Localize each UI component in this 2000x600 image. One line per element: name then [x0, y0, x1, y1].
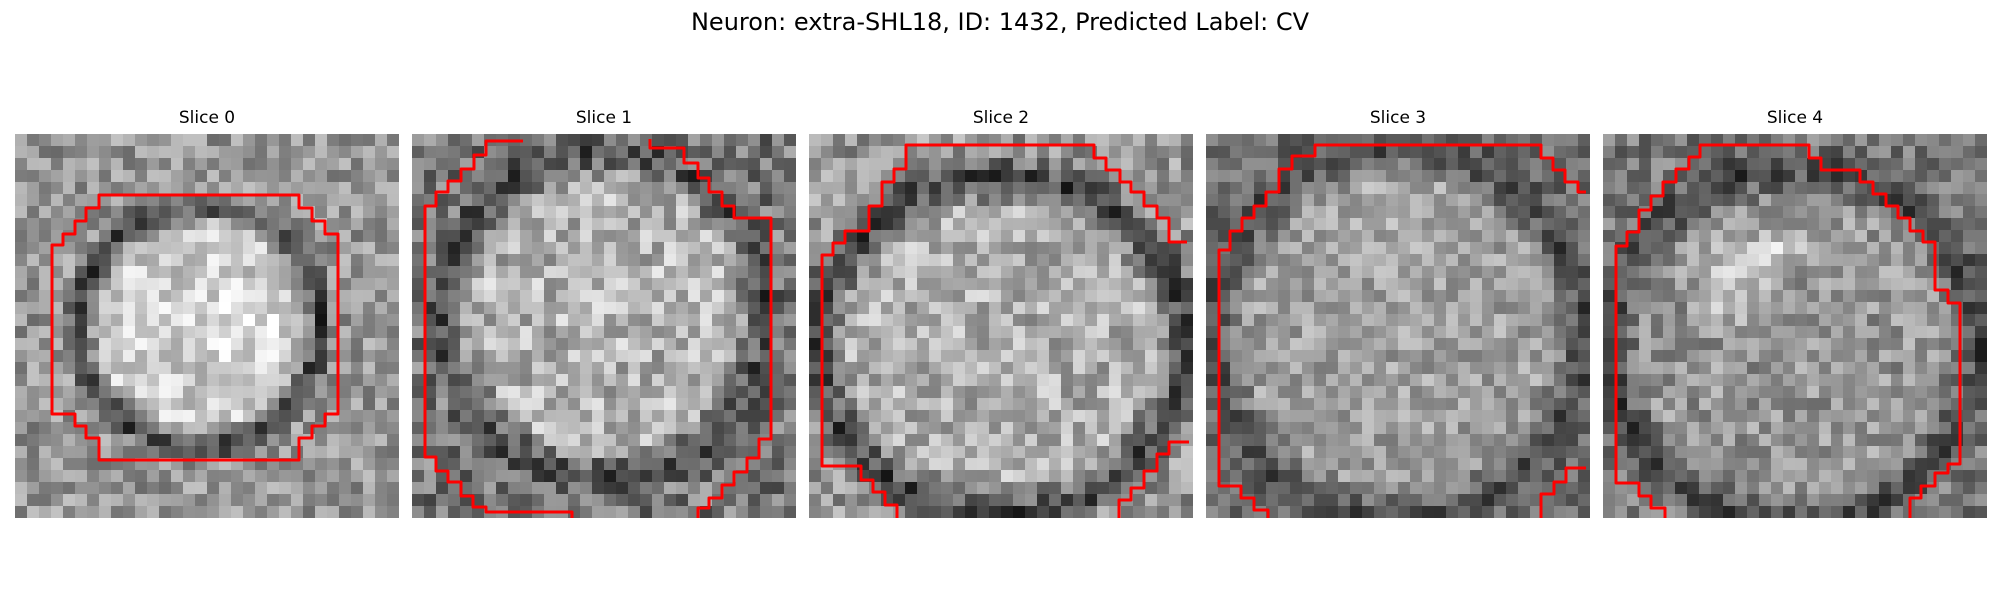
contour-path-corner: [1117, 440, 1189, 518]
microscopy-slice-image: [15, 134, 399, 518]
slice-image-frame: [412, 134, 796, 518]
panel-title: Slice 3: [1369, 108, 1427, 128]
contour-path-main: [1217, 143, 1586, 518]
panel-title: Slice 1: [575, 108, 633, 128]
microscopy-slice-image: [1206, 134, 1590, 518]
panel-slice-2: Slice 2: [809, 108, 1193, 518]
slice-image-frame: [1206, 134, 1590, 518]
contour-path: [1614, 143, 1962, 518]
contour-path-left: [423, 139, 574, 518]
segmentation-contour: [1217, 143, 1586, 518]
microscopy-slice-image: [1603, 134, 1987, 518]
panel-slice-1: Slice 1: [412, 108, 796, 518]
panel-slice-0: Slice 0: [15, 108, 399, 518]
panel-slice-3: Slice 3: [1206, 108, 1590, 518]
segmentation-contour: [423, 139, 773, 518]
slice-image-frame: [15, 134, 399, 518]
segmentation-contour: [50, 193, 340, 462]
contour-path-right: [648, 139, 773, 518]
segmentation-contour: [820, 143, 1189, 518]
slice-image-frame: [1603, 134, 1987, 518]
microscopy-slice-image: [412, 134, 796, 518]
contour-path-main: [820, 143, 1187, 518]
panel-title: Slice 2: [972, 108, 1030, 128]
microscopy-slice-image: [809, 134, 1193, 518]
contour-path-corner: [1539, 466, 1586, 518]
segmentation-contour: [1614, 143, 1962, 518]
figure-title: Neuron: extra-SHL18, ID: 1432, Predicted…: [690, 8, 1310, 36]
slice-image-frame: [809, 134, 1193, 518]
panel-slice-4: Slice 4: [1603, 108, 1987, 518]
contour-path: [50, 193, 340, 462]
panel-title: Slice 0: [178, 108, 236, 128]
panel-title: Slice 4: [1766, 108, 1824, 128]
